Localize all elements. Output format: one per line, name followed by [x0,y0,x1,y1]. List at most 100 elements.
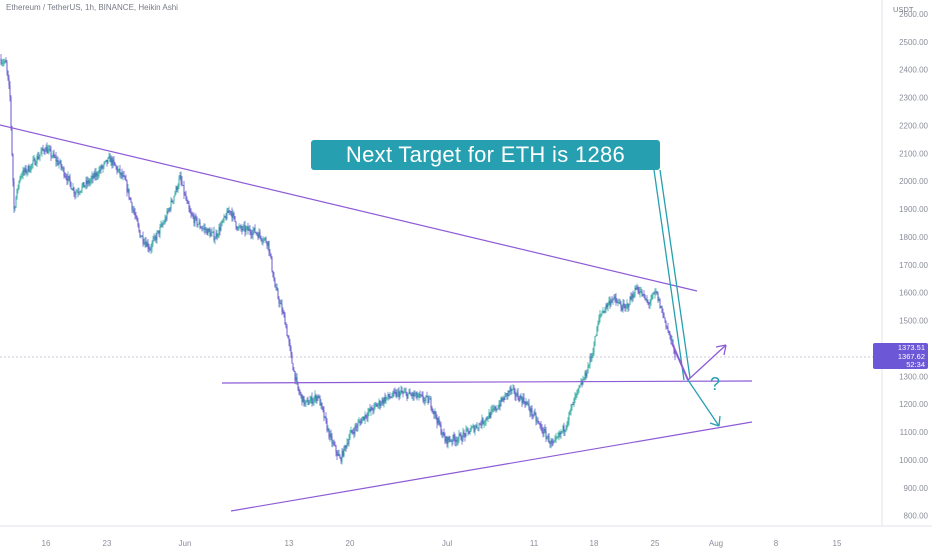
candle-body [635,288,637,290]
candle-body [603,311,605,313]
down-arrow-line[interactable] [671,342,689,381]
candle-body [380,403,382,406]
candle-body [446,436,448,445]
candle-body [433,410,435,415]
candle-body [566,424,568,428]
candle-body [282,311,284,313]
candle-body [283,311,285,315]
candle-body [638,291,640,294]
candle-body [556,436,558,438]
y-tick-label: 2300.00 [899,94,928,103]
candle-body [70,182,72,189]
candle-body [606,304,608,308]
candle-body [42,148,44,150]
candle-body [144,241,146,244]
candle-body [513,388,515,390]
candle-body [449,440,451,442]
descending-trendline[interactable] [0,124,698,292]
callout-pointer-right[interactable] [659,169,691,379]
candle-body [430,398,432,408]
candle-body [472,425,474,427]
candle-body [348,438,350,444]
candle-body [482,418,484,424]
candle-body [94,172,96,177]
candle-body [60,160,62,167]
candle-body [629,296,631,305]
candle-body [404,391,406,393]
candle-body [273,276,275,281]
candle-body [184,194,186,196]
candle-body [670,335,672,342]
candle-body [559,432,561,435]
candle-body [232,213,234,218]
candle-body [459,434,461,435]
candle-body [490,410,492,418]
up-arrow-line[interactable] [687,344,727,381]
candle-body [64,175,66,177]
candle-body [525,401,527,405]
candle-body [250,232,252,235]
candle-body [201,228,203,229]
candle-body [543,429,545,434]
candle-body [381,399,383,404]
candle-body [547,435,549,438]
candle-body [445,436,447,442]
candle-body [229,210,231,212]
candle-body [81,185,83,191]
horizontal-level-line[interactable] [221,380,753,384]
candle-body [373,404,375,411]
candle-body [143,242,145,244]
candle-body [265,238,267,243]
candle-body [67,175,69,182]
candle-body [518,398,520,402]
candle-body [498,404,500,409]
candle-body [500,397,502,407]
symbol-title: Ethereum / TetherUS, 1h, BINANCE, Heikin… [6,3,178,12]
candle-body [27,165,29,172]
candle-body [640,291,642,293]
candle-body [267,241,269,246]
candle-body [615,298,617,302]
down-target-arrow-line[interactable] [687,379,720,427]
candle-body [145,241,147,247]
candle-body [141,235,143,237]
candle-body [539,423,541,426]
candle-body [156,232,158,240]
candle-body [303,396,305,405]
candle-body [460,434,462,441]
candle-body [92,175,94,179]
candle-body [438,418,440,425]
candle-body [553,441,555,443]
candle-body [278,298,280,304]
candle-body [494,406,496,410]
candle-body [526,401,528,404]
candle-body [657,293,659,301]
ascending-trendline[interactable] [230,421,753,512]
candle-body [176,186,178,190]
candles-group [0,53,676,465]
candle-body [91,175,93,179]
candle-body [335,445,337,453]
candle-body [20,176,22,178]
candle-body [193,216,195,224]
candle-body [354,426,356,434]
x-tick-label: 20 [346,539,355,548]
callout-pointer-left[interactable] [653,169,685,381]
candle-body [280,302,282,305]
y-tick-label: 1900.00 [899,205,928,214]
target-callout[interactable]: Next Target for ETH is 1286 [311,140,660,170]
candle-body [155,237,157,240]
candle-body [45,147,47,152]
candle-body [175,186,177,194]
candle-body [355,426,357,427]
candle-body [469,431,471,434]
candle-body [221,220,223,225]
candle-body [663,313,665,318]
candle-body [272,270,274,277]
candle-body [261,239,263,242]
candle-body [568,412,570,421]
candle-body [537,420,539,422]
candle-body [17,188,19,189]
candle-body [448,437,450,441]
